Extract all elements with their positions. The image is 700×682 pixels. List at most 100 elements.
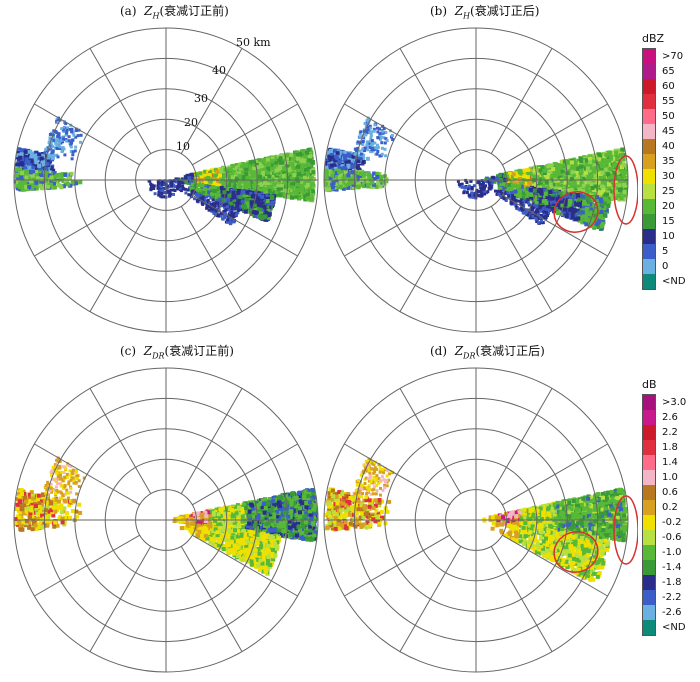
echo-pixel [296, 168, 300, 172]
echo-pixel [200, 183, 204, 187]
echo-pixel [304, 189, 308, 193]
range-label: 30 [194, 92, 208, 105]
echo-pixel [207, 199, 210, 202]
echo-pixel [53, 185, 57, 189]
echo-pixel [213, 204, 216, 207]
echo-pixel [160, 192, 163, 195]
echo-pixel [161, 190, 164, 193]
echo-pixel [271, 159, 275, 163]
echo-pixel [44, 148, 47, 151]
echo-pixel [307, 158, 311, 162]
echo-pixel [18, 181, 22, 185]
echo-pixel [74, 146, 77, 149]
echo-pixel [279, 193, 283, 197]
echo-pixel [310, 197, 314, 201]
echo-pixel [157, 194, 160, 197]
echo-pixel [157, 191, 160, 194]
echo-pixel [27, 185, 31, 189]
echo-pixel [25, 157, 29, 161]
echo-pixel [229, 222, 232, 225]
echo-pixel [230, 211, 233, 214]
echo-pixel [252, 184, 256, 188]
echo-pixel [274, 169, 278, 173]
echo-pixel [70, 172, 74, 176]
echo-pixel [62, 137, 65, 140]
echo-pixel [306, 196, 310, 200]
echo-pixel [282, 167, 286, 171]
echo-pixel [306, 183, 310, 187]
echo-pixel [79, 141, 82, 144]
echo-pixel [295, 153, 299, 157]
echo-pixel [177, 185, 180, 188]
echo-pixel [295, 177, 299, 181]
echo-pixel [279, 161, 283, 165]
echo-pixel [63, 153, 66, 156]
echo-pixel [157, 180, 160, 183]
echo-pixel [292, 173, 296, 177]
echo-pixel [58, 133, 61, 136]
echo-pixel [218, 174, 222, 178]
echo-pixel [74, 149, 77, 152]
echo-pixel [238, 174, 242, 178]
echo-pixel [223, 216, 226, 219]
echo-pixel [231, 175, 235, 179]
panel-title: (a) ZH(衰减订正前) [120, 2, 229, 20]
echo-pixel [60, 127, 63, 130]
echo-pixel [291, 162, 295, 166]
echo-pixel [283, 180, 287, 184]
echo-pixel [246, 176, 250, 180]
range-label: 40 [212, 64, 226, 77]
echo-pixel [34, 181, 38, 185]
echo-pixel [266, 158, 270, 162]
echo-pixel [20, 149, 24, 153]
echo-pixel [50, 176, 54, 180]
echo-pixel [250, 201, 254, 205]
echo-pixel [291, 166, 295, 170]
echo-pixel [296, 188, 300, 192]
echo-pixel [197, 188, 201, 192]
echo-pixel [52, 150, 55, 153]
echo-pixel [20, 171, 24, 175]
echo-pixel [246, 202, 250, 206]
echo-pixel [261, 171, 265, 175]
azimuth-line [90, 48, 151, 153]
echo-pixel [172, 193, 175, 196]
echo-pixel [300, 187, 304, 191]
echo-pixel [244, 210, 248, 214]
echo-pixel [49, 133, 52, 136]
echo-pixel [279, 156, 283, 160]
echo-pixel [75, 129, 78, 132]
azimuth-line [34, 195, 139, 256]
range-label: 50 km [236, 36, 271, 49]
echo-pixel [263, 187, 267, 191]
echo-pixel [217, 194, 221, 198]
echo-pixel [232, 215, 235, 218]
echo-pixel [267, 175, 271, 179]
echo-pixel [51, 145, 54, 148]
echo-pixel [303, 155, 307, 159]
echo-pixel [38, 184, 42, 188]
panel-title: (b) ZH(衰减订正后) [430, 2, 539, 20]
echo-pixel [264, 163, 268, 167]
echo-pixel [172, 189, 175, 192]
echo-pixel [220, 186, 224, 190]
echo-pixel [263, 214, 267, 218]
echo-pixel [268, 212, 272, 216]
echo-pixel [297, 172, 301, 176]
echo-pixel [68, 139, 71, 142]
echo-pixel [71, 153, 74, 156]
echo-pixel [246, 198, 250, 202]
echo-pixel [215, 170, 219, 174]
echo-pixel [227, 194, 231, 198]
echo-pixel [80, 134, 83, 137]
echo-pixel [244, 164, 248, 168]
echo-pixel [70, 142, 73, 145]
echo-pixel [46, 185, 50, 189]
echo-pixel [213, 189, 217, 193]
echo-pixel [198, 171, 202, 175]
echo-pixel [202, 196, 205, 199]
echo-pixel [154, 192, 157, 195]
echo-pixel [277, 187, 281, 191]
